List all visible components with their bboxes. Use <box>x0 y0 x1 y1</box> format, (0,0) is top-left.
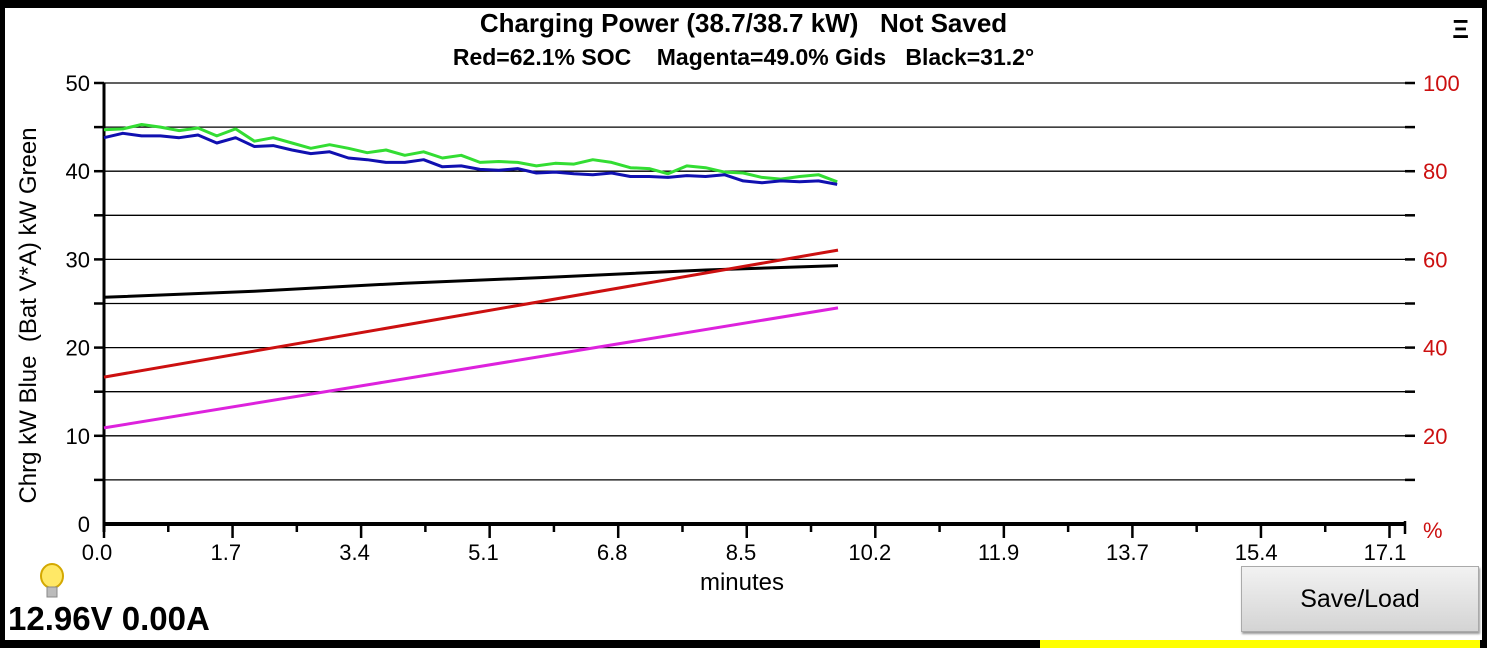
x-tick-label: 8.5 <box>726 540 757 565</box>
chart-title: Charging Power (38.7/38.7 kW) Not Saved <box>479 8 1008 38</box>
x-tick-label: 11.9 <box>978 540 1019 565</box>
x-tick-label: 0.0 <box>82 540 113 565</box>
y2-tick-label: 20 <box>1423 424 1447 449</box>
x-tick-label: 13.7 <box>1106 540 1149 565</box>
save-load-button[interactable]: Save/Load <box>1241 566 1479 632</box>
y-tick-label: 40 <box>66 159 90 184</box>
y2-tick-label: 100 <box>1423 71 1460 96</box>
left-border <box>0 0 5 648</box>
y-tick-label: 0 <box>78 512 90 537</box>
lightbulb-icon <box>38 563 66 609</box>
x-axis-label: minutes <box>700 569 784 596</box>
x-tick-label: 17.1 <box>1364 540 1407 565</box>
voltage-current-readout: 12.96V 0.00A <box>8 600 210 637</box>
top-bar <box>0 0 1487 8</box>
x-tick-label: 3.4 <box>339 540 370 565</box>
status-indicator-bar <box>1040 640 1480 648</box>
series-line-blue <box>103 131 838 186</box>
y-axis-label: Chrg kW Blue (Bat V*A) kW Green <box>15 127 42 503</box>
x-tick-label: 10.2 <box>848 540 891 565</box>
y-tick-label: 20 <box>66 336 90 361</box>
x-tick-label: 6.8 <box>597 540 628 565</box>
x-tick-label: 1.7 <box>211 540 242 565</box>
y-tick-label: 50 <box>66 71 90 96</box>
menu-icon[interactable]: Ξ <box>1452 14 1469 44</box>
bottom-bar <box>0 640 1487 648</box>
y2-tick-label: % <box>1423 518 1443 543</box>
y-tick-label: 30 <box>66 247 90 272</box>
x-tick-label: 5.1 <box>468 540 499 565</box>
y2-tick-label: 40 <box>1423 336 1447 361</box>
chart-subtitle: Red=62.1% SOC Magenta=49.0% Gids Black=3… <box>452 44 1035 70</box>
x-tick-label: 15.4 <box>1235 540 1278 565</box>
y2-tick-label: 60 <box>1423 247 1447 272</box>
series-line-green <box>103 123 838 184</box>
series-line-red <box>103 248 839 379</box>
right-border <box>1482 0 1487 648</box>
y-tick-label: 10 <box>66 424 90 449</box>
y2-tick-label: 80 <box>1423 159 1447 184</box>
series-line-magenta <box>103 306 839 430</box>
